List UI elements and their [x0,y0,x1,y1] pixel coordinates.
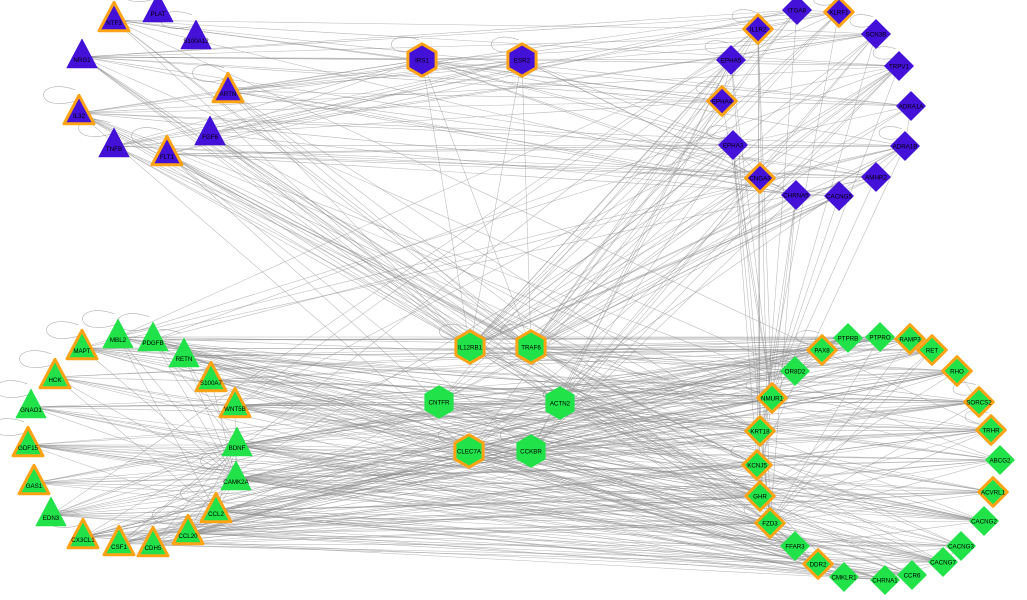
svg-text:NRG1: NRG1 [73,57,91,64]
svg-text:MAPT: MAPT [73,348,90,355]
svg-text:NMUR1: NMUR1 [761,395,784,402]
svg-text:AMHR2: AMHR2 [865,174,887,181]
svg-text:ACVRL1: ACVRL1 [981,489,1006,496]
svg-text:ABCG2: ABCG2 [990,457,1012,464]
svg-text:BDNF: BDNF [229,445,246,452]
svg-text:FZD3: FZD3 [762,520,778,527]
svg-text:CNGA3: CNGA3 [749,175,771,182]
svg-text:RAMP3: RAMP3 [899,336,921,343]
svg-text:GDF15: GDF15 [18,445,39,452]
svg-text:NTF3: NTF3 [106,20,122,27]
svg-text:TRAF6: TRAF6 [521,344,541,351]
svg-text:GNAO1: GNAO1 [20,407,42,414]
svg-text:ADRA1B: ADRA1B [893,143,918,150]
svg-text:CCL20: CCL20 [178,533,198,540]
svg-text:CCKBR: CCKBR [520,448,542,455]
svg-text:WNT5B: WNT5B [224,406,246,413]
svg-text:RETN: RETN [176,356,193,363]
svg-text:TNFB: TNFB [106,146,122,153]
svg-text:CSF1: CSF1 [111,544,127,551]
svg-text:RET: RET [926,347,939,354]
svg-text:PDGFB: PDGFB [142,340,163,347]
svg-text:FGF6: FGF6 [202,134,218,141]
svg-text:OR8D2: OR8D2 [785,368,806,375]
svg-text:TRPV1: TRPV1 [889,63,910,70]
svg-text:HCK: HCK [48,377,62,384]
svg-text:ADRA1A: ADRA1A [899,103,925,110]
svg-text:EDN3: EDN3 [43,515,60,522]
svg-text:KCNJ5: KCNJ5 [747,462,767,469]
svg-text:KLRF1: KLRF1 [829,9,849,16]
svg-text:EPHA3: EPHA3 [723,142,744,149]
svg-text:IL32: IL32 [73,113,86,120]
svg-text:IRS1: IRS1 [415,57,429,64]
svg-text:CLEC7A: CLEC7A [457,448,482,455]
svg-text:FFAR3: FFAR3 [785,543,805,550]
svg-text:TRHR: TRHR [982,427,1000,434]
svg-text:CACNG3: CACNG3 [948,543,974,550]
svg-text:PTPRO: PTPRO [869,334,891,341]
svg-text:EPHA4: EPHA4 [712,98,733,105]
svg-text:FLT1: FLT1 [160,154,175,161]
svg-text:DDR2: DDR2 [810,561,827,568]
svg-text:CNTFR: CNTFR [429,399,450,406]
svg-text:KRT18: KRT18 [750,428,770,435]
svg-text:GHR: GHR [753,493,767,500]
svg-text:CHRNA1: CHRNA1 [872,577,898,584]
svg-text:ITGA8: ITGA8 [788,7,806,14]
svg-text:IL1R2: IL1R2 [750,26,767,33]
svg-text:PTPRB: PTPRB [838,335,859,342]
svg-text:CAMK2A: CAMK2A [223,479,249,486]
svg-text:CDH5: CDH5 [145,545,162,552]
svg-text:GAS1: GAS1 [26,483,43,490]
svg-text:MBL2: MBL2 [110,337,127,344]
svg-text:CACNG5: CACNG5 [826,193,852,200]
svg-text:CX3CL1: CX3CL1 [71,537,95,544]
svg-text:S100A12: S100A12 [183,38,209,45]
svg-text:CCR6: CCR6 [904,572,921,579]
svg-text:PAX8: PAX8 [814,347,830,354]
svg-text:PLAT: PLAT [150,11,165,18]
svg-text:CACNG2: CACNG2 [971,518,997,525]
svg-text:SCN3B: SCN3B [866,31,887,38]
svg-text:SORCS2: SORCS2 [966,399,992,406]
svg-text:CACNG7: CACNG7 [930,559,956,566]
svg-text:S100A7: S100A7 [200,380,223,387]
svg-text:EPHA5: EPHA5 [721,57,742,64]
svg-text:RHO: RHO [950,368,964,375]
svg-text:ESR2: ESR2 [514,57,531,64]
svg-text:IL12RB1: IL12RB1 [458,344,483,351]
svg-text:CMKLR1: CMKLR1 [831,574,857,581]
svg-text:CCL2: CCL2 [208,511,224,518]
svg-text:CHRNA5: CHRNA5 [783,192,809,199]
svg-text:ARTN: ARTN [220,91,237,98]
svg-text:ACTN2: ACTN2 [550,400,571,407]
